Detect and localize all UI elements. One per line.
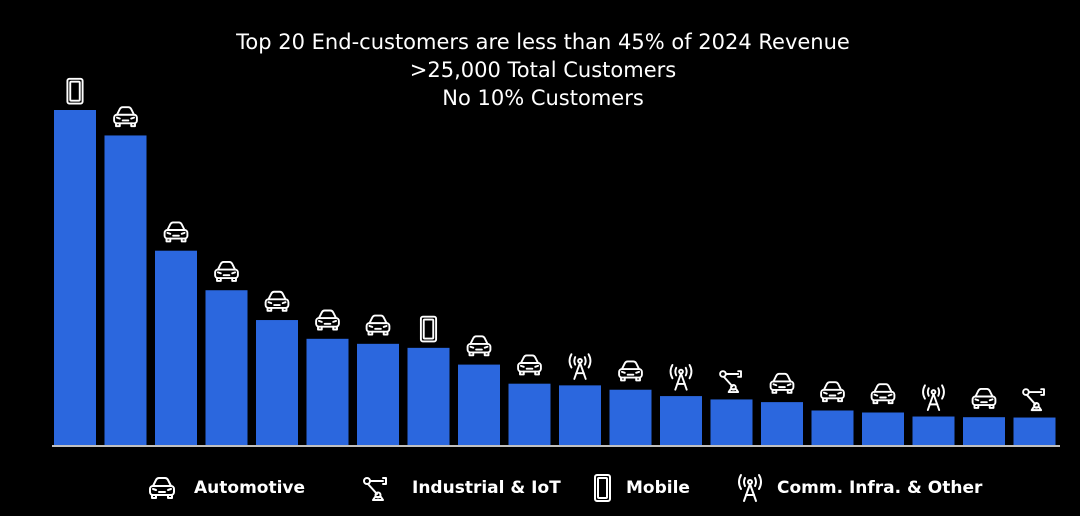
bar-17	[862, 412, 904, 445]
antenna-icon	[738, 474, 762, 502]
bar-13	[660, 396, 702, 445]
bar-16-car-icon	[820, 381, 845, 403]
phone-icon	[594, 474, 611, 502]
bar-19	[963, 417, 1005, 445]
bar-2	[104, 135, 147, 445]
bar-15-car-icon	[769, 372, 795, 394]
bar-3-car-icon	[163, 221, 189, 243]
bar-11-antenna-icon	[568, 353, 592, 380]
bar-6-car-icon	[315, 309, 340, 331]
bar-12	[609, 389, 652, 445]
legend-item-comm: Comm. Infra. & Other	[734, 470, 982, 506]
bar-8	[407, 347, 450, 445]
bar-14-robot-arm-icon	[719, 370, 742, 393]
bar-18	[912, 416, 955, 445]
bar-6	[306, 338, 349, 445]
bar-13-antenna-icon	[669, 363, 693, 391]
legend-label-automotive: Automotive	[194, 478, 306, 498]
legend-label-industrial: Industrial & IoT	[412, 478, 561, 498]
chart-title: Top 20 End-customers are less than 45% o…	[0, 28, 1080, 112]
bar-1-phone-icon	[66, 77, 84, 105]
bar-7-car-icon	[365, 314, 391, 336]
bar-18-antenna-icon	[922, 384, 945, 412]
legend-item-automotive: Automotive	[146, 470, 305, 506]
bar-20	[1013, 417, 1056, 445]
bar-3	[155, 250, 197, 445]
bar-10-car-icon	[517, 354, 542, 376]
bar-1	[54, 110, 96, 445]
legend-item-industrial: Industrial & IoT	[360, 470, 561, 506]
bar-7	[357, 343, 399, 445]
bar-16	[811, 410, 854, 445]
bar-5	[256, 320, 298, 445]
car-icon	[149, 477, 175, 499]
bar-19-car-icon	[971, 387, 997, 409]
robot-arm-icon	[363, 477, 387, 501]
bar-4	[205, 290, 248, 445]
title-line-1: Top 20 End-customers are less than 45% o…	[236, 30, 850, 54]
bar-5-car-icon	[264, 290, 290, 312]
legend-label-comm: Comm. Infra. & Other	[777, 478, 983, 498]
bar-20-robot-arm-icon	[1022, 388, 1045, 412]
bar-12-car-icon	[618, 360, 643, 382]
bar-15	[761, 402, 803, 445]
bar-10	[508, 383, 551, 445]
title-line-3: No 10% Customers	[442, 86, 644, 110]
chart-legend: Automotive Industrial & IoT	[0, 470, 1080, 506]
bar-11	[559, 385, 601, 445]
title-line-2: >25,000 Total Customers	[409, 58, 677, 82]
bar-14	[710, 399, 753, 445]
bar-17-car-icon	[870, 383, 896, 405]
bar-9	[458, 364, 500, 445]
legend-item-mobile: Mobile	[590, 470, 690, 506]
bar-4-car-icon	[214, 260, 239, 282]
bar-9-car-icon	[466, 335, 492, 357]
bar-2-car-icon	[113, 106, 138, 128]
legend-label-mobile: Mobile	[626, 478, 690, 498]
bar-8-phone-icon	[419, 315, 438, 343]
